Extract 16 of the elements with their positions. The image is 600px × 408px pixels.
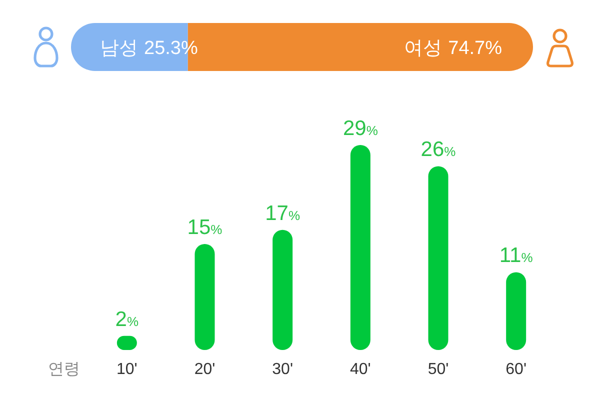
data-label: 74.7%	[448, 38, 502, 59]
series-name: 남성	[100, 38, 138, 59]
data-label: 26%	[420, 138, 456, 162]
data-label: 15%	[187, 216, 222, 239]
data-label: 29%	[342, 117, 378, 140]
category-label: 30'	[272, 361, 294, 378]
data-label: 11%	[499, 244, 533, 268]
category-label: 40'	[350, 361, 371, 378]
category-label: 20'	[194, 361, 216, 378]
category-label: 60'	[506, 361, 527, 378]
category-label: 50'	[428, 361, 449, 378]
xlabel: 연령	[48, 361, 80, 378]
data-label: 17%	[265, 202, 300, 225]
data-label: 2%	[115, 308, 139, 331]
category-label: 10'	[116, 361, 138, 378]
series-name: 여성	[404, 38, 442, 59]
